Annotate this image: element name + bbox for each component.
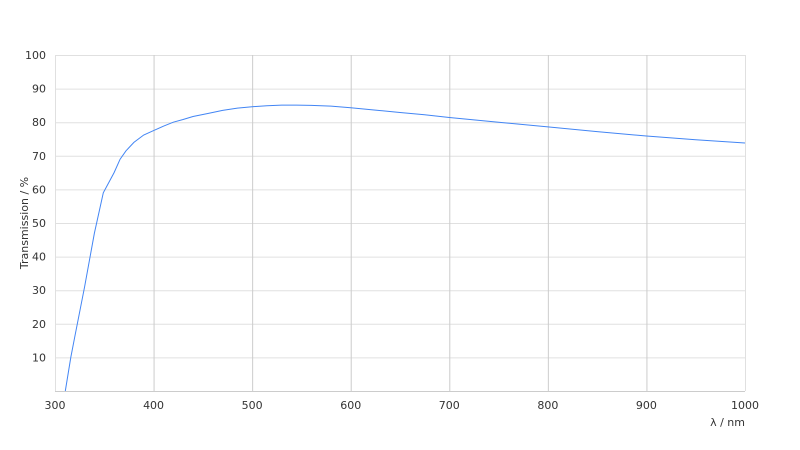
x-tick-label: 400 (143, 399, 164, 412)
x-tick-label: 300 (45, 399, 66, 412)
x-axis-label: λ / nm (710, 416, 745, 429)
x-tick-label: 1000 (731, 399, 759, 412)
x-tick-label: 600 (340, 399, 361, 412)
y-tick-label: 10 (32, 351, 46, 364)
x-tick-label: 800 (537, 399, 558, 412)
y-tick-label: 20 (32, 318, 46, 331)
grid (55, 55, 746, 392)
y-tick-label: 40 (32, 251, 46, 264)
y-tick-label: 60 (32, 183, 46, 196)
x-tick-label: 500 (242, 399, 263, 412)
y-tick-label: 50 (32, 217, 46, 230)
y-tick-label: 80 (32, 116, 46, 129)
y-tick-label: 90 (32, 83, 46, 96)
y-tick-label: 100 (25, 49, 46, 62)
y-axis-label: Transmission / % (18, 177, 31, 270)
x-tick-label: 700 (439, 399, 460, 412)
y-tick-label: 30 (32, 284, 46, 297)
x-tick-label: 900 (636, 399, 657, 412)
series-line (64, 104, 746, 392)
y-tick-label: 70 (32, 150, 46, 163)
tick-labels: 10 20 30 40 50 60 70 80 90 100 300 400 500 600 700 800 9… (25, 49, 759, 412)
